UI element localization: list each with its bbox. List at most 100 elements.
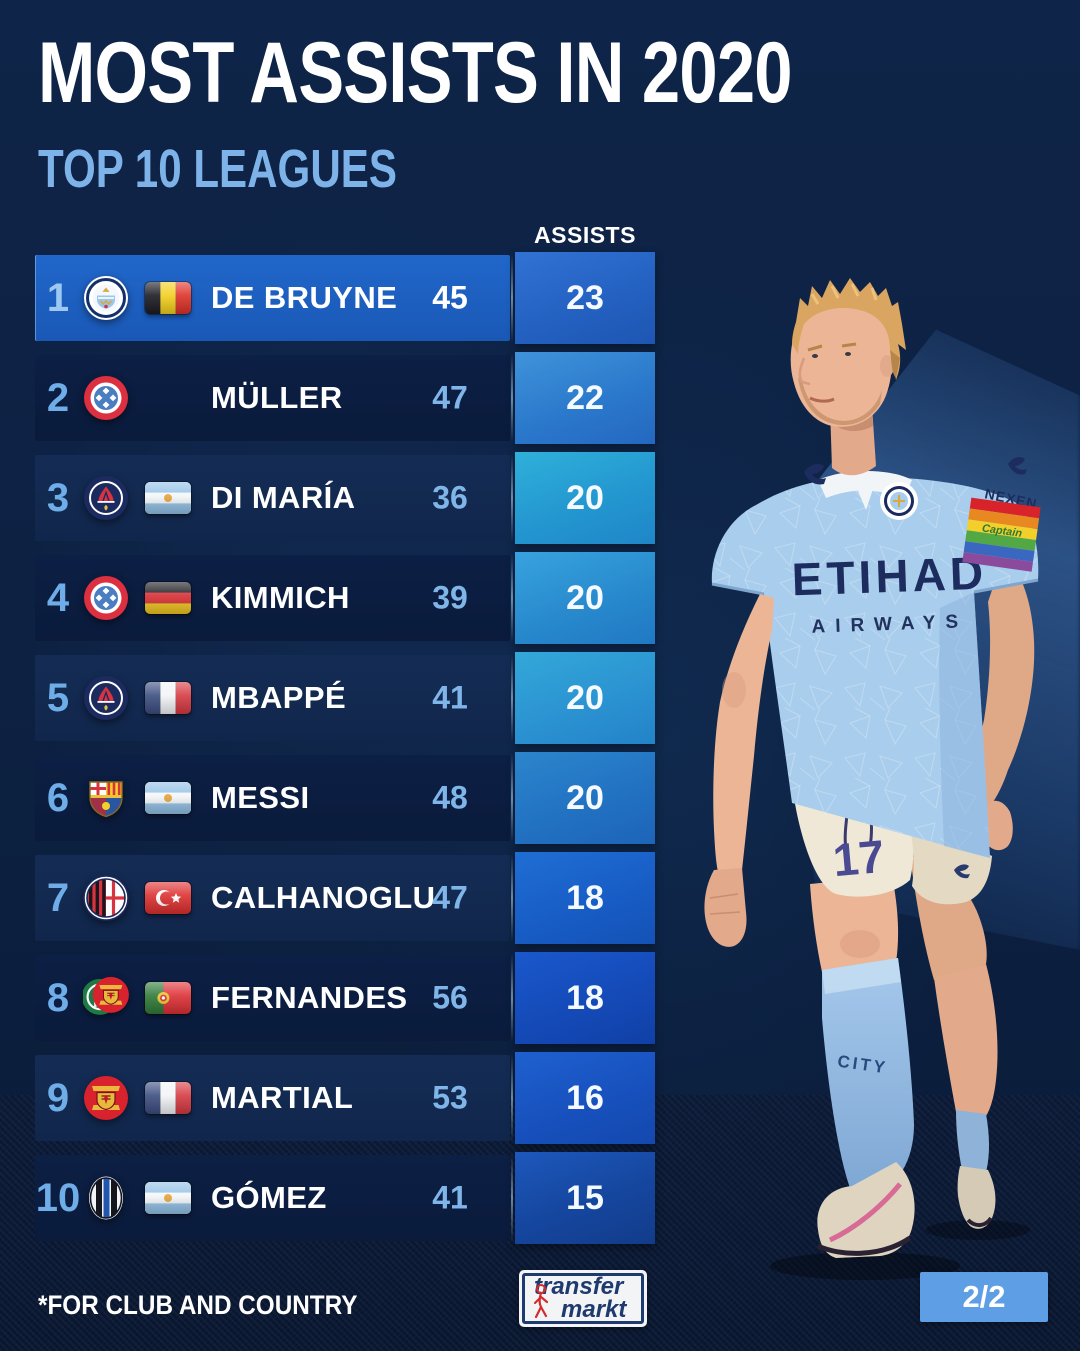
rank-label: 3 xyxy=(46,475,70,520)
row-main: 1 DE BRUYNE 45 xyxy=(35,255,510,341)
nation-flag-icon xyxy=(145,282,191,314)
rank-label: 6 xyxy=(46,775,70,820)
games-value: 41 xyxy=(432,679,468,716)
logo-line2: markt xyxy=(561,1296,627,1323)
player-name: MESSI xyxy=(211,780,310,815)
row-main: 9 MARTIAL 53 xyxy=(35,1055,510,1141)
player-name: GÓMEZ xyxy=(211,1180,327,1215)
rank-label: 1 xyxy=(46,275,70,320)
assists-value: 15 xyxy=(566,1178,604,1217)
table-row: 10 GÓMEZ 41 15 xyxy=(35,1152,655,1244)
club-badge-icon xyxy=(81,1075,131,1121)
row-main: 5 MBAPPÉ 41 xyxy=(35,655,510,741)
assists-cell: 15 xyxy=(511,1152,655,1244)
assists-cell: 20 xyxy=(511,452,655,544)
rank-label: 10 xyxy=(35,1175,81,1220)
club-badge-icon xyxy=(81,775,131,821)
table-row: 5 MBAPPÉ 41 20 xyxy=(35,652,655,744)
club-badge-icon xyxy=(81,1175,131,1221)
column-header-assists: ASSISTS xyxy=(534,222,636,248)
games-value: 47 xyxy=(432,379,468,416)
rank-label: 5 xyxy=(46,675,70,720)
games-value: 47 xyxy=(432,879,468,916)
puma-logo-icon-right xyxy=(1008,456,1027,475)
logo-border xyxy=(522,1273,644,1324)
games-value: 41 xyxy=(432,1179,468,1216)
assists-value: 22 xyxy=(566,378,604,417)
club-badge-icon xyxy=(81,475,131,521)
puma-logo-icon xyxy=(804,464,826,485)
table-row: 4 KIMMICH 39 20 xyxy=(35,552,655,644)
club-badge-icon xyxy=(81,975,131,1021)
assists-value: 20 xyxy=(566,478,604,517)
assists-value: 20 xyxy=(566,778,604,817)
logo-line1: transfer xyxy=(534,1273,624,1300)
player-name: CALHANOGLU xyxy=(211,880,436,915)
table-row: 1 DE BRUYNE 45 23 xyxy=(35,252,655,344)
row-main: 4 KIMMICH 39 xyxy=(35,555,510,641)
nation-flag-icon xyxy=(145,982,191,1014)
player-name: FERNANDES xyxy=(211,980,408,1015)
games-value: 48 xyxy=(432,779,468,816)
club-badge-icon xyxy=(81,275,131,321)
assists-cell: 18 xyxy=(511,852,655,944)
player-photo-illustration: 17 CITY ETIHAD AIRWAYS NEXEN xyxy=(704,278,1041,1280)
club-badge-icon xyxy=(81,575,131,621)
table-row: 9 MARTIAL 53 16 xyxy=(35,1052,655,1144)
row-main: 10 GÓMEZ 41 xyxy=(35,1155,510,1241)
table-row: 8 FERNANDES 56 18 xyxy=(35,952,655,1044)
shirt-club-badge-icon xyxy=(880,482,918,520)
games-value: 36 xyxy=(432,479,468,516)
row-main: 2 MÜLLER 47 xyxy=(35,355,510,441)
assists-cell: 22 xyxy=(511,352,655,444)
row-main: 7 CALHANOGLU 47 xyxy=(35,855,510,941)
player-name: MARTIAL xyxy=(211,1080,354,1115)
transfermarkt-logo: transfer markt xyxy=(519,1270,647,1327)
captain-armband-icon: Captain xyxy=(962,497,1041,572)
nation-flag-icon xyxy=(145,782,191,814)
page-indicator: 2/2 xyxy=(962,1279,1006,1314)
nation-flag-icon xyxy=(145,482,191,514)
table-row: 3 DI MARÍA 36 20 xyxy=(35,452,655,544)
club-badge-icon xyxy=(81,675,131,721)
assists-value: 23 xyxy=(566,278,604,317)
nation-flag-icon xyxy=(145,1182,191,1214)
assists-value: 16 xyxy=(566,1078,604,1117)
games-value: 53 xyxy=(432,1079,468,1116)
row-main: 8 FERNANDES 56 xyxy=(35,955,510,1041)
assists-cell: 20 xyxy=(511,752,655,844)
player-name: MÜLLER xyxy=(211,380,343,415)
rank-label: 4 xyxy=(46,575,70,620)
rank-label: 9 xyxy=(46,1075,70,1120)
games-value: 45 xyxy=(432,279,468,316)
assists-cell: 20 xyxy=(511,652,655,744)
games-value: 39 xyxy=(432,579,468,616)
table-row: 2 MÜLLER 47 22 xyxy=(35,352,655,444)
shirt-sponsor-text: ETIHAD xyxy=(791,547,988,606)
player-name: DE BRUYNE xyxy=(211,280,398,315)
rank-label: 2 xyxy=(46,375,70,420)
player-name: KIMMICH xyxy=(211,580,350,615)
footnote: *FOR CLUB AND COUNTRY xyxy=(38,1290,358,1320)
row-main: 3 DI MARÍA 36 xyxy=(35,455,510,541)
nation-flag-icon xyxy=(145,582,191,614)
row-main: 6 MESSI 48 xyxy=(35,755,510,841)
club-badge-icon xyxy=(81,875,131,921)
page-title: MOST ASSISTS IN 2020 xyxy=(38,25,793,121)
games-value: 56 xyxy=(432,979,468,1016)
table-row: 7 CALHANOGLU 47 18 xyxy=(35,852,655,944)
assists-table: 1 DE BRUYNE 45 23 2 MÜLLER 47 22 xyxy=(35,252,655,1255)
page-indicator-badge: 2/2 xyxy=(920,1272,1048,1322)
page-subtitle: TOP 10 LEAGUES xyxy=(38,139,397,199)
assists-cell: 18 xyxy=(511,952,655,1044)
player-name: DI MARÍA xyxy=(211,480,356,515)
assists-value: 20 xyxy=(566,578,604,617)
rank-label: 8 xyxy=(46,975,70,1020)
club-badge-icon xyxy=(81,375,131,421)
assists-cell: 20 xyxy=(511,552,655,644)
table-row: 6 MESSI 48 20 xyxy=(35,752,655,844)
nation-flag-icon xyxy=(145,1082,191,1114)
armband-text: Captain xyxy=(981,522,1023,540)
assists-value: 20 xyxy=(566,678,604,717)
